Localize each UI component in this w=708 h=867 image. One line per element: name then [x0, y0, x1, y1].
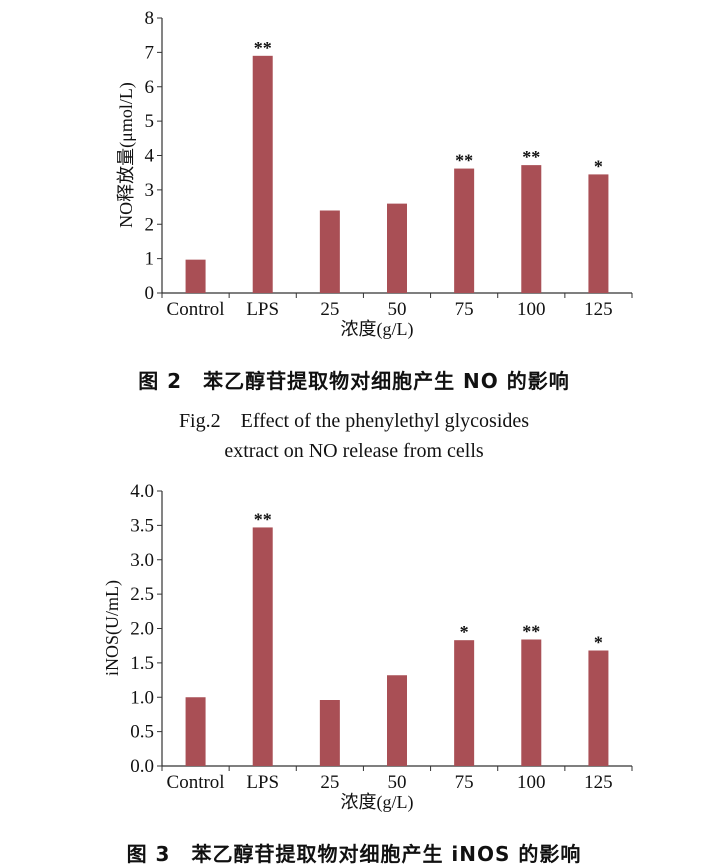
- chart2-category-label: 25: [320, 772, 339, 793]
- chart2-y-tick-label: 3.0: [130, 550, 154, 571]
- chart2-y-tick-label: 1.0: [130, 687, 154, 708]
- chart1-significance-mark: **: [254, 38, 272, 58]
- chart1-bar-125: [588, 174, 609, 293]
- figure-2-caption-en-line1: Fig.2 Effect of the phenylethyl glycosid…: [178, 410, 530, 432]
- chart1-category-label: 75: [455, 299, 474, 320]
- chart2-category-label: 125: [584, 772, 613, 793]
- chart1-significance-mark: **: [522, 147, 540, 167]
- chart1-y-tick-label: 7: [145, 42, 155, 63]
- chart2-bar-75: [454, 640, 475, 766]
- chart1-significance-mark: *: [594, 156, 603, 176]
- figure-2-caption-cn: 图 2 苯乙醇苷提取物对细胞产生 NO 的影响: [138, 369, 570, 393]
- chart1-y-tick-label: 4: [145, 146, 155, 167]
- chart1-y-tick-label: 3: [145, 180, 155, 201]
- chart2-category-label: 75: [455, 772, 474, 793]
- chart2-bar-50: [387, 675, 407, 766]
- chart2-bar-lps: [252, 527, 273, 766]
- chart1-bar-50: [387, 203, 407, 293]
- chart2-category-label: 50: [388, 772, 407, 793]
- chart2-bar-100: [521, 639, 542, 766]
- chart1-bar-25: [319, 210, 340, 293]
- chart2-bar-control: [185, 697, 206, 766]
- chart2-y-tick-label: 1.5: [130, 653, 154, 674]
- chart1-y-tick-label: 1: [145, 249, 155, 270]
- chart2-bar-25: [319, 700, 340, 766]
- chart2-y-tick-label: 4.0: [130, 481, 154, 502]
- chart1-bar-75: [454, 168, 475, 293]
- chart1-y-tick-label: 2: [145, 214, 155, 235]
- chart1-category-label: LPS: [246, 299, 279, 320]
- chart1-category-label: Control: [167, 299, 225, 320]
- chart1-bar-100: [521, 165, 542, 293]
- chart2-significance-mark: *: [460, 622, 469, 642]
- chart1-y-tick-label: 8: [145, 8, 155, 29]
- chart1-significance-mark: **: [455, 151, 473, 171]
- chart2-y-tick-label: 2.0: [130, 619, 154, 640]
- chart2-category-label: LPS: [246, 772, 279, 793]
- chart1-x-axis-title: 浓度(g/L): [341, 319, 414, 340]
- chart1-category-label: 50: [388, 299, 407, 320]
- chart1-y-tick-label: 6: [145, 77, 155, 98]
- figure-2-caption-en-line2: extract on NO release from cells: [224, 440, 484, 462]
- chart1-y-tick-label: 5: [145, 111, 155, 132]
- chart2-category-label: Control: [167, 772, 225, 793]
- chart2-y-axis-title: iNOS(U/mL): [102, 580, 123, 676]
- chart2-y-tick-label: 3.5: [130, 515, 154, 536]
- chart1-y-tick-label: 0: [145, 283, 155, 304]
- chart1-category-label: 100: [517, 299, 546, 320]
- chart2-bar-125: [588, 650, 609, 766]
- chart1-bar-lps: [252, 55, 273, 293]
- chart2-significance-mark: **: [522, 622, 540, 642]
- chart1-category-label: 125: [584, 299, 613, 320]
- chart2-y-tick-label: 0.5: [130, 722, 154, 743]
- chart2-y-tick-label: 2.5: [130, 584, 154, 605]
- chart2-significance-mark: *: [594, 633, 603, 653]
- chart1-category-label: 25: [320, 299, 339, 320]
- chart1-bar-control: [185, 259, 206, 293]
- chart2-significance-mark: **: [254, 509, 272, 529]
- figure-3-caption-cn: 图 3 苯乙醇苷提取物对细胞产生 iNOS 的影响: [126, 842, 582, 866]
- chart2-category-label: 100: [517, 772, 546, 793]
- chart2-y-tick-label: 0.0: [130, 756, 154, 777]
- chart2-x-axis-title: 浓度(g/L): [341, 792, 414, 813]
- chart1-y-axis-title: NO释放量(μmol/L): [116, 82, 137, 228]
